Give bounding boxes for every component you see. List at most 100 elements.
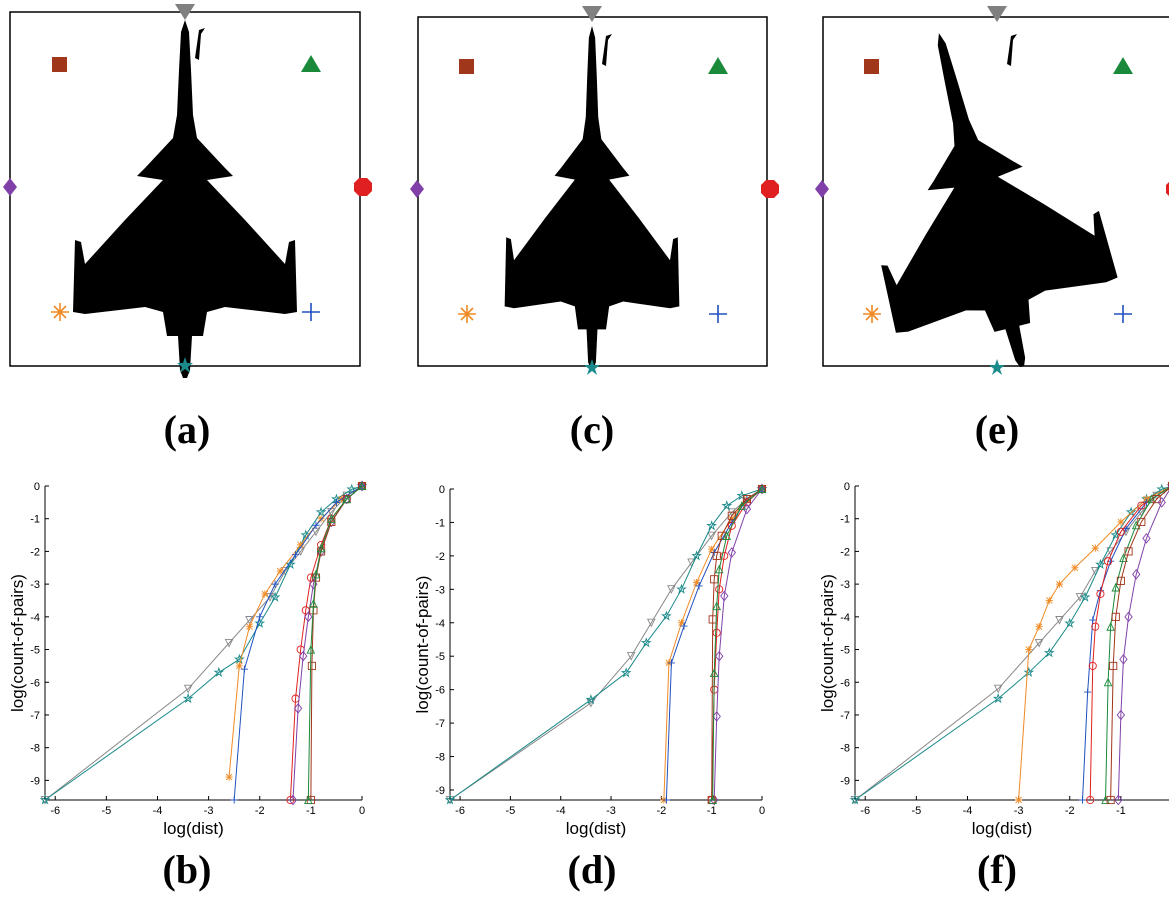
data-point: [1064, 617, 1076, 628]
data-point: [727, 511, 736, 520]
data-point: [1124, 547, 1133, 556]
data-point: [1091, 622, 1100, 631]
data-point: [357, 480, 367, 492]
data-point: [183, 684, 193, 694]
series-line: [228, 485, 363, 778]
y-axis-label: log(count-of-pairs): [818, 574, 837, 712]
data-point: [342, 494, 351, 504]
data-point: [245, 623, 254, 631]
x-tick-label: -5: [101, 805, 111, 817]
data-point: [256, 613, 264, 621]
data-point: [715, 585, 724, 594]
data-point: [299, 650, 308, 662]
y-tick-label: -1: [435, 517, 445, 529]
data-point: [285, 558, 296, 570]
data-point: [265, 593, 275, 602]
data-point: [225, 773, 233, 781]
data-point: [1125, 506, 1137, 517]
silhouette: [814, 5, 1169, 395]
x-tick-label: -4: [963, 805, 973, 817]
chart: -9 -8 -7 -6 -5 -4 -3 -2 -1 0 -6 -5 -4 -3 -2 -1 0 log(dist…: [8, 480, 368, 838]
data-point: [1055, 616, 1064, 625]
y-tick-label: -6: [435, 685, 445, 697]
series-line: [310, 485, 363, 801]
data-point: [1157, 497, 1166, 508]
data-point: [245, 616, 254, 625]
data-point: [1104, 557, 1113, 566]
data-point: [1119, 654, 1128, 665]
y-tick-label: -8: [30, 743, 40, 755]
series-line: [1105, 487, 1169, 801]
data-point: [1110, 529, 1122, 540]
data-point: [1142, 533, 1151, 544]
y-tick-label: -4: [840, 612, 850, 624]
data-point: [1086, 795, 1095, 805]
data-point: [444, 794, 456, 805]
chart: -9 -8 -7 -6 -5 -4 -3 -2 -1 0 -6 -5 -4 -3 -2 -1 0 log(dist…: [413, 483, 768, 838]
y-tick-label: -3: [840, 579, 850, 591]
y-tick-label: -2: [840, 546, 850, 558]
x-axis-label: log(dist): [566, 819, 626, 838]
x-tick-label: -2: [1065, 805, 1075, 817]
data-point: [695, 582, 703, 590]
data-point: [1055, 580, 1064, 588]
series-line: [713, 488, 763, 801]
data-point: [316, 543, 326, 553]
x-axis-label: log(dist): [972, 819, 1032, 838]
x-tick-label: -3: [1014, 805, 1024, 817]
x-tick-label: 0: [759, 805, 765, 817]
y-tick-label: -3: [30, 579, 40, 591]
data-point: [712, 551, 721, 560]
data-point: [646, 618, 656, 628]
x-tick-label: -3: [204, 805, 214, 817]
data-point: [1034, 638, 1044, 648]
panel-e: [814, 5, 1169, 395]
data-point: [1109, 661, 1118, 670]
data-point: [303, 795, 313, 805]
data-point: [1091, 544, 1099, 552]
data-point: [1075, 593, 1085, 602]
y-tick-label: -7: [30, 710, 40, 722]
data-point: [662, 796, 670, 804]
x-axis-label: log(dist): [163, 819, 223, 838]
data-point: [291, 551, 300, 559]
y-tick-label: -7: [840, 710, 850, 722]
data-point: [849, 794, 861, 805]
y-tick-label: -8: [840, 743, 850, 755]
data-point: [1096, 589, 1105, 598]
y-tick-label: -3: [435, 584, 445, 596]
y-axis-label: log(count-of-pairs): [8, 574, 27, 712]
y-tick-label: -5: [435, 651, 445, 663]
data-point: [293, 703, 303, 714]
x-tick-label: -2: [255, 805, 265, 817]
data-point: [708, 545, 716, 553]
data-point: [692, 579, 701, 587]
data-point: [757, 483, 767, 495]
data-point: [317, 515, 325, 523]
y-tick-label: -4: [435, 618, 445, 630]
data-point: [708, 795, 718, 805]
data-point: [1084, 688, 1092, 696]
data-point: [1023, 666, 1035, 677]
x-tick-label: -1: [1116, 805, 1126, 817]
data-point: [269, 591, 281, 602]
data-point: [676, 583, 687, 594]
x-tick-label: 0: [359, 805, 365, 817]
silhouette: [409, 5, 780, 376]
silhouette: [2, 3, 373, 378]
x-tick-label: -3: [606, 805, 616, 817]
y-tick-label: -6: [30, 677, 40, 689]
data-point: [714, 564, 724, 574]
series-line: [449, 488, 763, 801]
series-line: [449, 488, 763, 801]
y-tick-label: -2: [435, 551, 445, 563]
data-point: [1119, 553, 1128, 563]
series-line: [854, 486, 1169, 801]
data-point: [667, 659, 676, 667]
panel-label: (b): [163, 847, 212, 892]
data-point: [757, 484, 767, 494]
data-point: [276, 567, 284, 575]
data-point: [715, 650, 724, 662]
series-line: [1117, 489, 1169, 801]
data-point: [1071, 564, 1079, 572]
